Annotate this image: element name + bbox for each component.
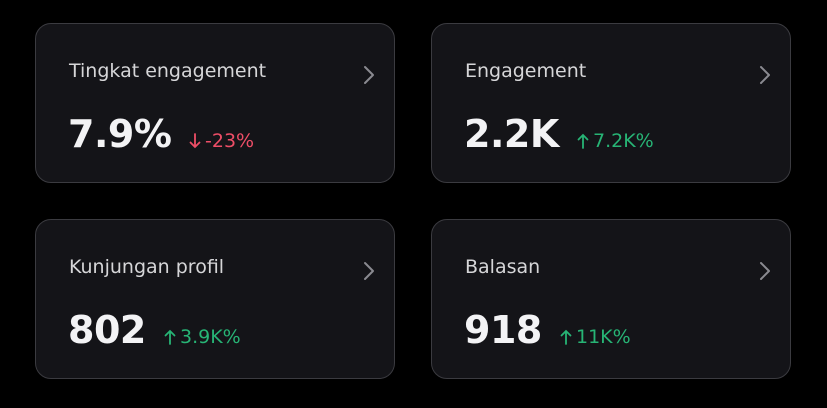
metric-card[interactable]: Balasan 918 11K% <box>431 219 791 379</box>
trend-arrow <box>164 329 176 345</box>
metric-card[interactable]: Tingkat engagement 7.9% -23% <box>35 23 395 183</box>
change-text: 3.9K% <box>180 326 241 348</box>
chevron-icon <box>364 262 374 280</box>
metric-card[interactable]: Engagement 2.2K 7.2K% <box>431 23 791 183</box>
metric-card[interactable]: Kunjungan profil 802 3.9K% <box>35 219 395 379</box>
chevron-icon <box>760 66 770 84</box>
metric-change: 11K% <box>560 326 631 348</box>
trend-arrow <box>560 329 572 345</box>
change-text: 7.2K% <box>593 130 654 152</box>
metric-label: Engagement <box>465 60 587 82</box>
change-text: 11K% <box>576 326 631 348</box>
metric-label: Tingkat engagement <box>69 60 267 82</box>
metric-change: -23% <box>189 130 254 152</box>
trend-arrow <box>577 133 589 149</box>
metric-value: 918 <box>464 308 542 352</box>
metric-change: 7.2K% <box>577 130 654 152</box>
metric-value: 2.2K <box>464 112 559 156</box>
metric-value: 7.9% <box>68 112 172 156</box>
trend-arrow <box>189 133 201 149</box>
chevron-icon <box>364 66 374 84</box>
metric-label: Kunjungan profil <box>69 256 225 278</box>
chevron-icon <box>760 262 770 280</box>
metric-label: Balasan <box>465 256 541 278</box>
change-text: -23% <box>205 130 255 152</box>
metric-value: 802 <box>68 308 146 352</box>
metric-change: 3.9K% <box>164 326 241 348</box>
